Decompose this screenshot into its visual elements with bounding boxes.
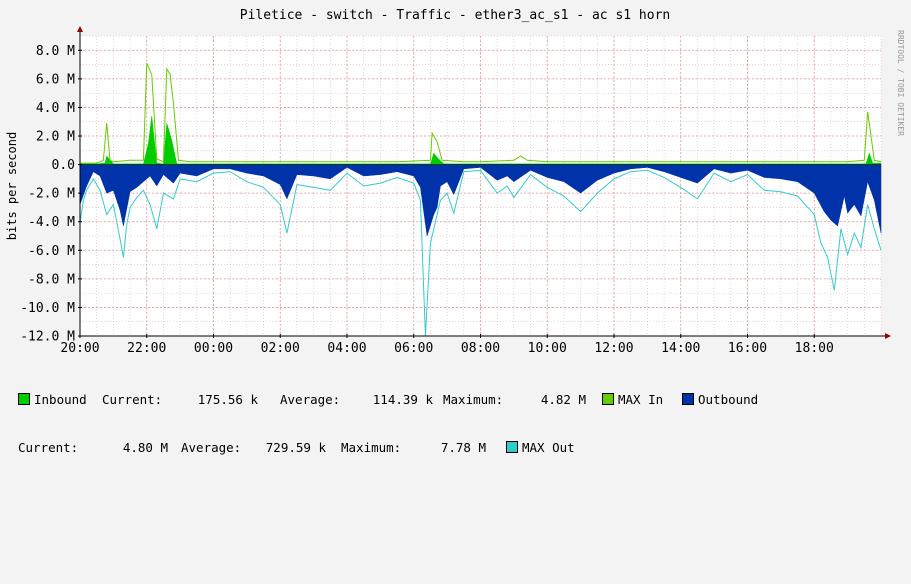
- x-tick-label: 00:00: [194, 341, 233, 356]
- legend-in-current-value: 175.56 k: [197, 392, 258, 407]
- legend-in-current-label: Current:: [102, 392, 163, 407]
- y-tick-label: -8.0 M: [28, 272, 75, 287]
- x-tick-label: 22:00: [127, 341, 166, 356]
- y-axis-label: bits per second: [5, 132, 19, 240]
- y-tick-label: 6.0 M: [36, 72, 75, 87]
- legend: Inbound Current: 175.56 k Average: 114.3…: [18, 360, 758, 472]
- y-tick-label: 0.0: [52, 158, 75, 173]
- legend-out-current-value: 4.80 M: [122, 440, 168, 455]
- series-layer: [79, 62, 882, 337]
- x-tick-label: 10:00: [528, 341, 567, 356]
- max-out-swatch: [506, 441, 518, 453]
- legend-out-average-value: 729.59 k: [265, 440, 326, 455]
- series-max-in-line: [80, 62, 882, 164]
- max-in-swatch: [602, 393, 614, 405]
- legend-out-max-label: Maximum:: [341, 440, 402, 455]
- y-tick-label: -2.0 M: [28, 187, 75, 202]
- legend-out-average-label: Average:: [181, 440, 242, 455]
- legend-in-max-label: Maximum:: [443, 392, 504, 407]
- y-tick-label: 8.0 M: [36, 44, 75, 59]
- x-tick-labels: 20:00 22:00 00:00 02:00 04:00 06:00 08:00 10:00…: [60, 341, 833, 356]
- series-outbound-area: [79, 164, 882, 237]
- inbound-swatch: [18, 393, 30, 405]
- legend-row-inbound: Inbound Current: 175.56 k Average: 114.3…: [18, 392, 758, 408]
- traffic-graph: Piletice - switch - Traffic - ether3_ac_…: [5, 8, 905, 356]
- x-tick-label: 06:00: [394, 341, 433, 356]
- x-axis-arrow: [885, 333, 891, 339]
- chart-title: Piletice - switch - Traffic - ether3_ac_…: [240, 8, 670, 23]
- outbound-swatch: [682, 393, 694, 405]
- y-tick-label: 4.0 M: [36, 101, 75, 116]
- axes: [77, 26, 891, 339]
- y-tick-label: -4.0 M: [28, 215, 75, 230]
- legend-in-max-value: 4.82 M: [540, 392, 586, 407]
- x-tick-label: 14:00: [661, 341, 700, 356]
- x-tick-label: 02:00: [261, 341, 300, 356]
- legend-row-outbound: Current: 4.80 M Average: 729.59 k Maximu…: [18, 440, 575, 456]
- series-max-out-line: [79, 169, 882, 337]
- y-tick-label: 2.0 M: [36, 130, 75, 145]
- legend-in-average-value: 114.39 k: [372, 392, 433, 407]
- x-tick-label: 20:00: [60, 341, 99, 356]
- y-tick-labels: 8.0 M 6.0 M 4.0 M 2.0 M 0.0 -2.0 M -4.0 M -6.0 …: [20, 44, 75, 345]
- y-axis-arrow: [77, 26, 83, 32]
- x-tick-label: 12:00: [594, 341, 633, 356]
- y-tick-label: -6.0 M: [28, 244, 75, 259]
- legend-max-out-label: MAX Out: [522, 440, 575, 455]
- rrdtool-watermark: RRDTOOL / TOBI OETIKER: [896, 30, 905, 136]
- x-tick-label: 04:00: [327, 341, 366, 356]
- legend-out-current-label: Current:: [18, 440, 79, 455]
- x-tick-label: 08:00: [461, 341, 500, 356]
- x-tick-label: 16:00: [728, 341, 767, 356]
- y-tick-label: -12.0 M: [20, 330, 75, 345]
- legend-in-average-label: Average:: [280, 392, 341, 407]
- x-tick-label: 18:00: [795, 341, 834, 356]
- series-inbound-area: [79, 115, 882, 165]
- y-tick-label: -10.0 M: [20, 301, 75, 316]
- legend-out-max-value: 7.78 M: [440, 440, 486, 455]
